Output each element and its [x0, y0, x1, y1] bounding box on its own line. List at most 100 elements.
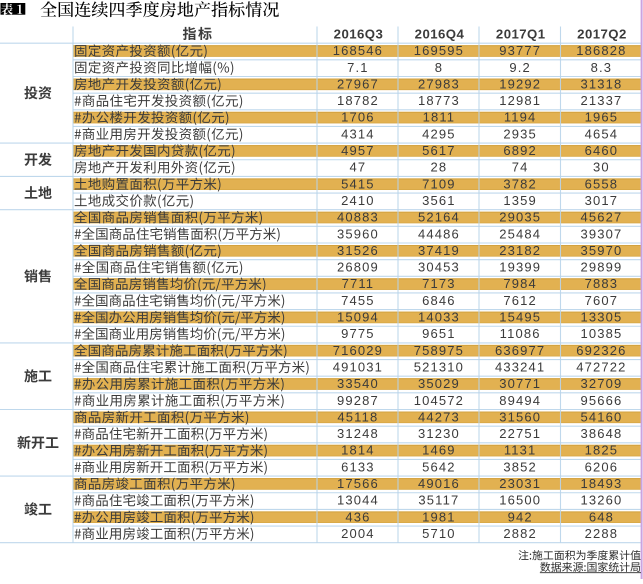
svg-text:31560: 31560: [499, 409, 541, 424]
svg-text:692326: 692326: [576, 343, 626, 358]
svg-text:13260: 13260: [580, 493, 622, 508]
svg-text:23182: 23182: [499, 243, 541, 258]
svg-text:22751: 22751: [499, 426, 541, 441]
svg-text:30: 30: [593, 160, 610, 175]
svg-text:8.3: 8.3: [591, 60, 613, 75]
svg-text:6846: 6846: [422, 293, 456, 308]
svg-text:18782: 18782: [337, 93, 379, 108]
svg-text:28: 28: [431, 160, 448, 175]
svg-text:13305: 13305: [580, 310, 622, 325]
svg-text:7173: 7173: [422, 276, 456, 291]
svg-text:168546: 168546: [333, 43, 383, 58]
svg-text:7607: 7607: [585, 293, 619, 308]
svg-text:30771: 30771: [499, 376, 541, 391]
svg-text:2004: 2004: [341, 526, 375, 541]
svg-text:2016Q3: 2016Q3: [334, 26, 384, 41]
svg-text:44486: 44486: [418, 226, 460, 241]
svg-text:758975: 758975: [414, 343, 464, 358]
svg-text:8: 8: [435, 60, 443, 75]
svg-text:3852: 3852: [503, 459, 537, 474]
svg-text:7109: 7109: [422, 176, 456, 191]
svg-text:1359: 1359: [503, 193, 537, 208]
svg-text:18493: 18493: [580, 476, 622, 491]
svg-text:521310: 521310: [414, 359, 464, 374]
svg-text:11086: 11086: [500, 326, 541, 341]
svg-text:21337: 21337: [580, 93, 622, 108]
svg-text:3561: 3561: [422, 193, 456, 208]
svg-text:49016: 49016: [418, 476, 460, 491]
svg-text:89494: 89494: [499, 393, 541, 408]
svg-text:2882: 2882: [503, 526, 537, 541]
svg-text:15495: 15495: [499, 310, 541, 325]
svg-text:7984: 7984: [503, 276, 537, 291]
svg-text:37419: 37419: [418, 243, 460, 258]
svg-text:27967: 27967: [337, 76, 379, 91]
svg-text:2017Q1: 2017Q1: [496, 26, 546, 41]
svg-text:3017: 3017: [585, 193, 619, 208]
svg-text:636977: 636977: [495, 343, 545, 358]
svg-text:29035: 29035: [499, 210, 541, 225]
svg-text:35970: 35970: [580, 243, 622, 258]
svg-text:2016Q4: 2016Q4: [415, 26, 465, 41]
svg-text:6206: 6206: [585, 459, 619, 474]
svg-text:93777: 93777: [499, 43, 541, 58]
svg-text:6133: 6133: [341, 459, 375, 474]
svg-text:6892: 6892: [503, 143, 537, 158]
svg-text:95666: 95666: [580, 393, 622, 408]
svg-text:38648: 38648: [580, 426, 622, 441]
svg-text:1131: 1131: [504, 443, 537, 458]
svg-text:35960: 35960: [337, 226, 379, 241]
svg-text:35117: 35117: [418, 493, 459, 508]
svg-text:1194: 1194: [504, 110, 537, 125]
svg-text:5415: 5415: [341, 176, 375, 191]
svg-text:6460: 6460: [585, 143, 619, 158]
svg-text:45118: 45118: [337, 409, 378, 424]
svg-text:436: 436: [345, 509, 370, 524]
svg-text:942: 942: [508, 509, 533, 524]
svg-text:7711: 7711: [342, 276, 375, 291]
svg-text:1814: 1814: [341, 443, 375, 458]
svg-text:433241: 433241: [495, 359, 545, 374]
svg-text:54160: 54160: [580, 409, 622, 424]
svg-text:1811: 1811: [423, 110, 456, 125]
svg-text:4314: 4314: [341, 126, 375, 141]
svg-text:18773: 18773: [418, 93, 460, 108]
svg-text:27983: 27983: [418, 76, 460, 91]
svg-text:31526: 31526: [337, 243, 379, 258]
svg-text:716029: 716029: [333, 343, 383, 358]
svg-text:33540: 33540: [337, 376, 379, 391]
svg-text:648: 648: [589, 509, 614, 524]
svg-text:7455: 7455: [341, 293, 375, 308]
svg-text:1706: 1706: [341, 110, 375, 125]
svg-text:19399: 19399: [499, 260, 541, 275]
svg-text:52164: 52164: [418, 210, 460, 225]
svg-text:104572: 104572: [414, 393, 464, 408]
svg-text:9651: 9651: [422, 326, 456, 341]
svg-text:31230: 31230: [418, 426, 460, 441]
svg-text:10385: 10385: [580, 326, 622, 341]
svg-text:15094: 15094: [337, 310, 379, 325]
svg-text:19292: 19292: [499, 76, 541, 91]
svg-text:2288: 2288: [585, 526, 619, 541]
svg-text:7.1: 7.1: [347, 60, 369, 75]
svg-text:16500: 16500: [499, 493, 541, 508]
svg-text:39307: 39307: [580, 226, 622, 241]
svg-text:2017Q2: 2017Q2: [577, 26, 627, 41]
svg-text:472722: 472722: [576, 359, 626, 374]
svg-text:7612: 7612: [503, 293, 537, 308]
svg-text:5617: 5617: [422, 143, 456, 158]
svg-text:26809: 26809: [337, 260, 379, 275]
svg-text:4654: 4654: [585, 126, 619, 141]
svg-text:44273: 44273: [418, 409, 460, 424]
svg-text:45627: 45627: [580, 210, 622, 225]
svg-text:2935: 2935: [503, 126, 537, 141]
svg-text:17566: 17566: [337, 476, 379, 491]
svg-text:40883: 40883: [337, 210, 379, 225]
svg-text:1469: 1469: [422, 443, 456, 458]
svg-text:4957: 4957: [341, 143, 375, 158]
svg-text:35029: 35029: [418, 376, 460, 391]
svg-text:1825: 1825: [585, 443, 619, 458]
svg-text:25484: 25484: [499, 226, 541, 241]
svg-text:9.2: 9.2: [509, 60, 531, 75]
svg-text:169595: 169595: [414, 43, 464, 58]
